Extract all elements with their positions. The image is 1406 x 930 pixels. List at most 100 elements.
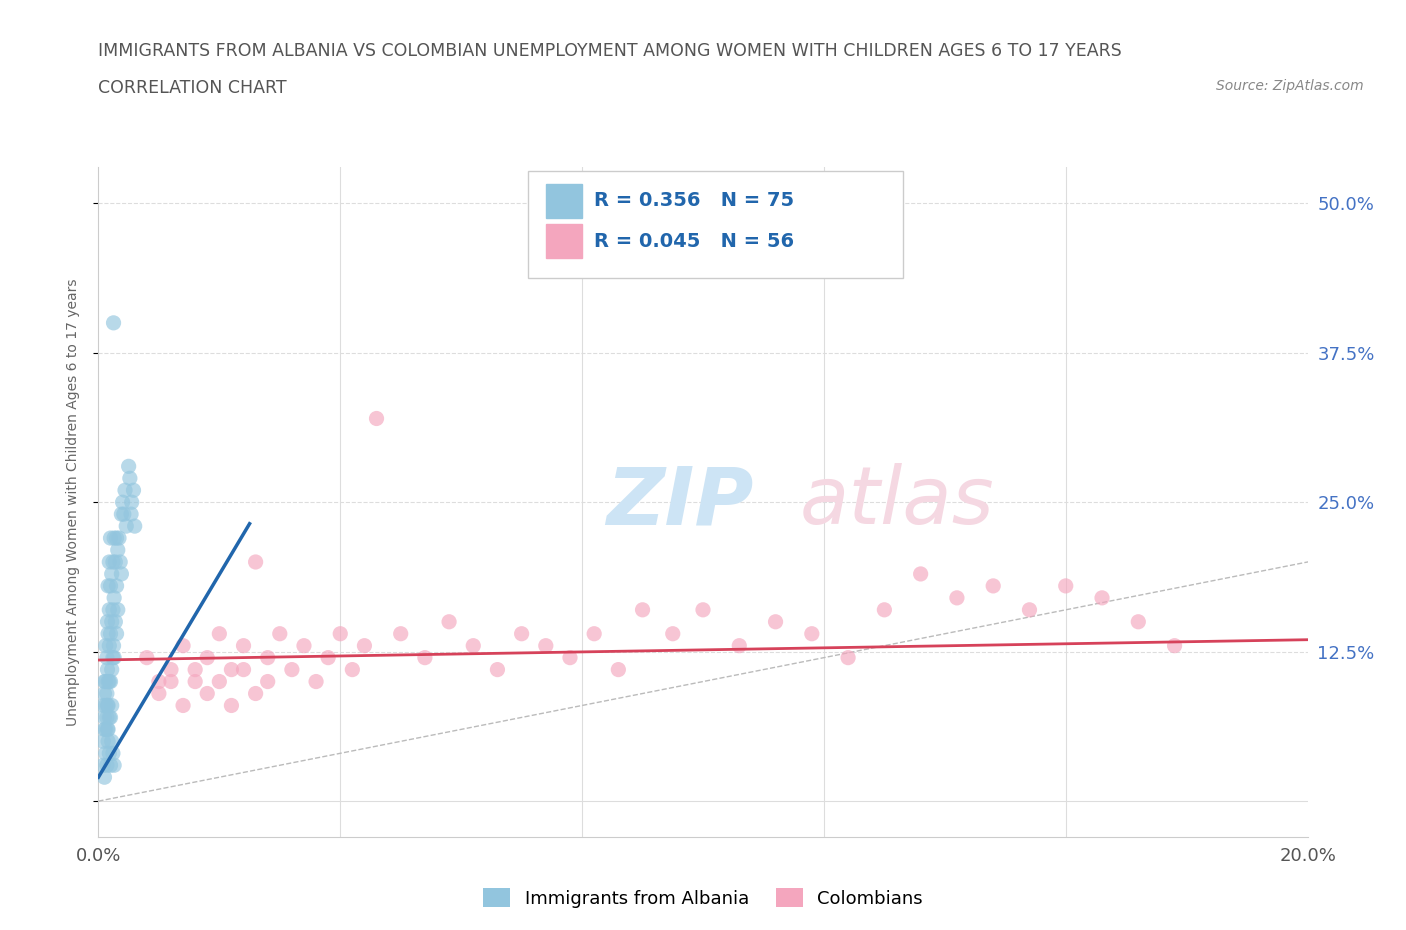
Point [329,626,352,641]
Point [98,603,121,618]
Point [160,674,183,689]
Point [269,626,291,641]
Point [97,674,120,689]
Point [101,554,124,569]
Point [221,662,243,677]
Point [96,650,118,665]
Point [100,626,122,641]
Point [107,603,129,618]
Point [97,626,120,641]
Point [662,626,685,641]
Point [946,591,969,605]
Point [111,495,134,510]
Point [97,734,120,749]
Point [93,674,115,689]
Point [103,315,125,330]
Point [631,603,654,618]
Point [135,650,157,665]
Text: CORRELATION CHART: CORRELATION CHART [98,79,287,97]
Point [800,626,823,641]
Point [765,615,787,630]
Point [692,603,714,618]
Point [1163,638,1185,653]
Point [353,638,375,653]
Point [486,662,509,677]
Point [837,650,859,665]
Point [98,710,121,724]
Point [148,674,170,689]
Point [124,519,146,534]
Point [93,722,115,737]
Point [100,615,122,630]
Point [94,698,117,713]
Point [463,638,485,653]
Point [100,710,122,724]
Point [103,650,125,665]
Text: Source: ZipAtlas.com: Source: ZipAtlas.com [1216,79,1364,93]
Bar [546,224,582,258]
Point [98,638,121,653]
Point [91,734,114,749]
Point [100,734,122,749]
Point [121,495,143,510]
Point [108,554,131,569]
Point [103,758,125,773]
Point [873,603,896,618]
Point [195,650,218,665]
Point [281,662,304,677]
Point [96,710,118,724]
Point [607,662,630,677]
Point [172,638,194,653]
Point [112,507,135,522]
Point [96,615,118,630]
Text: atlas: atlas [800,463,994,541]
Point [100,698,122,713]
Point [118,458,141,473]
Point [101,746,124,761]
Point [100,662,122,677]
Point [98,674,121,689]
Point [184,662,207,677]
Y-axis label: Unemployment Among Women with Children Ages 6 to 17 years: Unemployment Among Women with Children A… [66,278,80,726]
Point [96,758,118,773]
Point [389,626,412,641]
Point [96,686,118,701]
Point [583,626,606,641]
Point [97,698,120,713]
Point [184,674,207,689]
Point [366,411,388,426]
Point [148,686,170,701]
Point [195,686,218,701]
Point [96,698,118,713]
Point [256,650,278,665]
Point [316,650,339,665]
Point [93,686,115,701]
Point [94,746,117,761]
Point [93,710,115,724]
Legend: Immigrants from Albania, Colombians: Immigrants from Albania, Colombians [475,882,931,915]
Text: ZIP: ZIP [606,463,754,541]
Point [93,770,115,785]
Text: IMMIGRANTS FROM ALBANIA VS COLOMBIAN UNEMPLOYMENT AMONG WOMEN WITH CHILDREN AGES: IMMIGRANTS FROM ALBANIA VS COLOMBIAN UNE… [98,42,1122,60]
Point [91,698,114,713]
Point [292,638,315,653]
Point [910,566,932,581]
Point [98,746,121,761]
Point [100,758,122,773]
Point [97,578,120,593]
Point [101,603,124,618]
Point [110,507,132,522]
Text: R = 0.356   N = 75: R = 0.356 N = 75 [595,192,794,210]
Point [96,662,118,677]
Point [94,674,117,689]
Point [981,578,1004,593]
Point [413,650,436,665]
Point [100,566,122,581]
Point [120,507,142,522]
Point [1128,615,1150,630]
Point [1091,591,1114,605]
Point [100,578,122,593]
Point [305,674,328,689]
Point [96,722,118,737]
Point [105,578,128,593]
